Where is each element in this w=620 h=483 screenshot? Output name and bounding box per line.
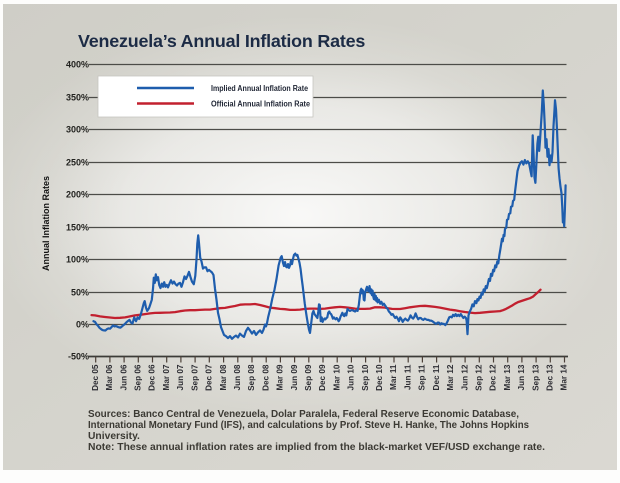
svg-text:Mar 11: Mar 11 (389, 364, 398, 390)
svg-text:Official Annual Inflation Rate: Official Annual Inflation Rate (211, 100, 310, 109)
svg-text:-50%: -50% (68, 352, 89, 362)
svg-text:Jun 13: Jun 13 (517, 364, 526, 390)
svg-text:Dec 06: Dec 06 (148, 364, 157, 391)
svg-text:Mar 07: Mar 07 (162, 364, 171, 390)
svg-text:50%: 50% (71, 288, 89, 298)
svg-text:Sources: Banco Central de Vene: Sources: Banco Central de Venezuela, Dol… (88, 409, 519, 420)
svg-text:Annual Inflation Rates: Annual Inflation Rates (41, 176, 51, 271)
svg-text:350%: 350% (66, 93, 89, 103)
svg-text:150%: 150% (66, 223, 89, 233)
svg-text:Mar 06: Mar 06 (105, 364, 114, 390)
svg-text:0%: 0% (76, 320, 89, 330)
svg-text:Dec 08: Dec 08 (261, 364, 270, 391)
svg-text:Sep 11: Sep 11 (418, 364, 427, 390)
svg-text:Jun 08: Jun 08 (233, 364, 242, 390)
svg-text:Sep 08: Sep 08 (247, 364, 256, 391)
svg-text:Jun 10: Jun 10 (347, 364, 356, 390)
svg-text:Dec 09: Dec 09 (318, 364, 327, 391)
svg-text:Dec 11: Dec 11 (432, 364, 441, 390)
svg-text:Mar 09: Mar 09 (276, 364, 285, 390)
svg-text:Jun 06: Jun 06 (119, 364, 128, 390)
svg-text:Mar 13: Mar 13 (503, 364, 512, 390)
svg-text:Sep 10: Sep 10 (361, 364, 370, 391)
svg-text:Dec 12: Dec 12 (489, 364, 498, 391)
svg-text:Note: These annual inflation r: Note: These annual inflation rates are i… (88, 442, 545, 453)
svg-text:Dec 07: Dec 07 (204, 364, 213, 391)
svg-text:Dec 05: Dec 05 (91, 364, 100, 391)
svg-text:Dec 10: Dec 10 (375, 364, 384, 391)
svg-text:250%: 250% (66, 158, 89, 168)
svg-text:Jun 09: Jun 09 (290, 364, 299, 390)
svg-text:Sep 12: Sep 12 (474, 364, 483, 391)
svg-text:Mar 12: Mar 12 (446, 364, 455, 390)
svg-text:Sep 07: Sep 07 (190, 364, 199, 391)
svg-text:Jun 11: Jun 11 (403, 364, 412, 390)
svg-text:Venezuela’s Annual Inflation R: Venezuela’s Annual Inflation Rates (78, 31, 365, 51)
svg-text:400%: 400% (66, 60, 89, 70)
svg-text:University.: University. (88, 431, 140, 442)
svg-text:Jun 12: Jun 12 (460, 364, 469, 390)
svg-text:Implied Annual Inflation Rate: Implied Annual Inflation Rate (211, 84, 308, 93)
svg-text:100%: 100% (66, 255, 89, 265)
svg-text:Jun 07: Jun 07 (176, 364, 185, 390)
svg-text:Sep 06: Sep 06 (133, 364, 142, 391)
svg-text:Mar 14: Mar 14 (560, 364, 569, 390)
svg-text:200%: 200% (66, 190, 89, 200)
svg-text:300%: 300% (66, 125, 89, 135)
svg-text:Sep 09: Sep 09 (304, 364, 313, 391)
svg-text:Mar 08: Mar 08 (219, 364, 228, 390)
svg-text:International Monetary Fund (I: International Monetary Fund (IFS), and c… (88, 420, 529, 431)
svg-text:Sep 13: Sep 13 (531, 364, 540, 391)
svg-text:Dec 13: Dec 13 (545, 364, 554, 391)
svg-text:Mar 10: Mar 10 (332, 364, 341, 390)
